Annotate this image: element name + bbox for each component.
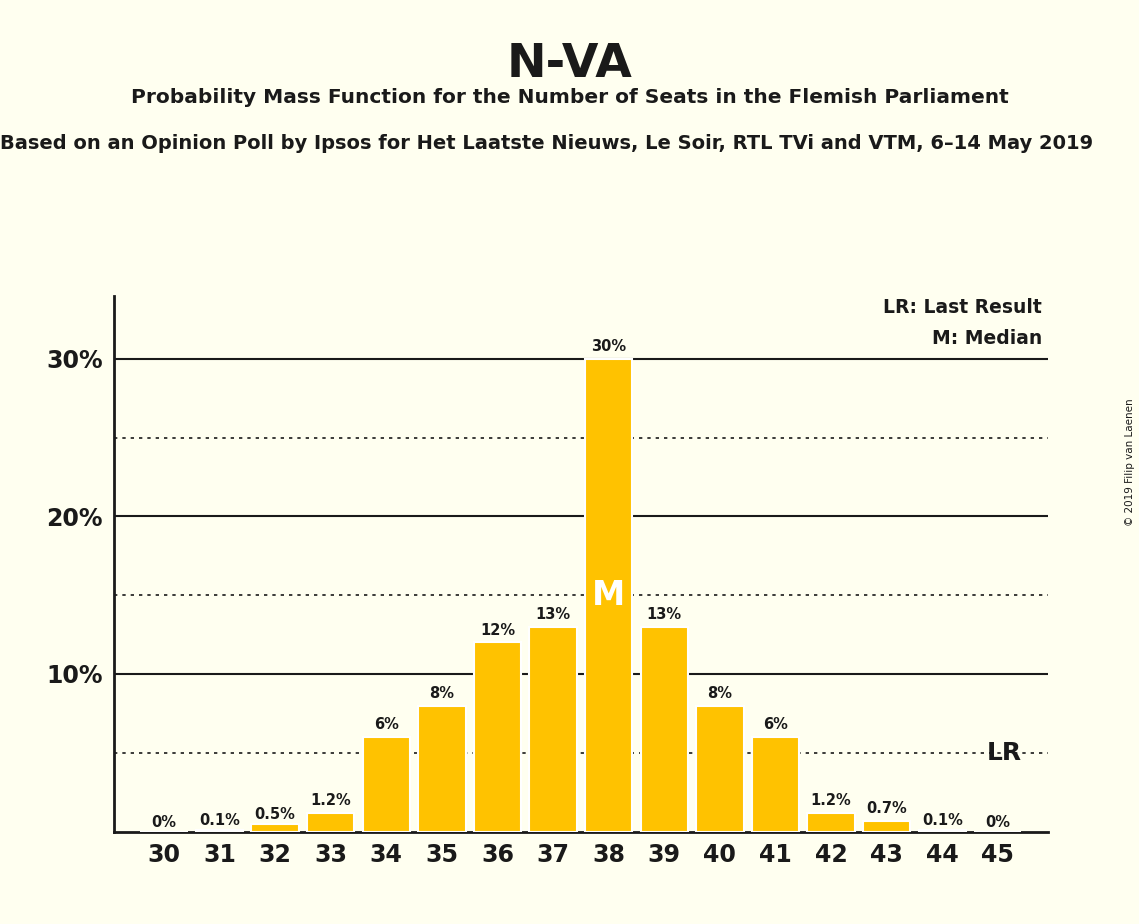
- Text: 1.2%: 1.2%: [310, 793, 351, 808]
- Text: 13%: 13%: [647, 607, 682, 622]
- Text: LR: LR: [986, 741, 1022, 765]
- Text: 0.1%: 0.1%: [921, 813, 962, 829]
- Text: 6%: 6%: [763, 717, 788, 733]
- Text: 0%: 0%: [985, 815, 1010, 830]
- Text: 13%: 13%: [535, 607, 571, 622]
- Text: 30%: 30%: [591, 339, 626, 354]
- Bar: [919, 830, 966, 832]
- Bar: [808, 813, 854, 832]
- Text: N-VA: N-VA: [507, 42, 632, 87]
- Text: Probability Mass Function for the Number of Seats in the Flemish Parliament: Probability Mass Function for the Number…: [131, 88, 1008, 107]
- Bar: [863, 821, 910, 832]
- Bar: [196, 830, 243, 832]
- Text: M: M: [592, 578, 625, 612]
- Text: Based on an Opinion Poll by Ipsos for Het Laatste Nieuws, Le Soir, RTL TVi and V: Based on an Opinion Poll by Ipsos for He…: [0, 134, 1093, 153]
- Text: 1.2%: 1.2%: [811, 793, 852, 808]
- Text: 0%: 0%: [151, 815, 177, 830]
- Bar: [530, 626, 576, 832]
- Text: 0.1%: 0.1%: [199, 813, 240, 829]
- Text: M: Median: M: Median: [932, 329, 1042, 347]
- Bar: [308, 813, 354, 832]
- Bar: [362, 737, 410, 832]
- Bar: [752, 737, 800, 832]
- Text: 0.5%: 0.5%: [255, 808, 295, 822]
- Text: LR: Last Result: LR: Last Result: [884, 298, 1042, 317]
- Bar: [696, 706, 744, 832]
- Bar: [640, 626, 688, 832]
- Text: 8%: 8%: [429, 686, 454, 700]
- Bar: [418, 706, 466, 832]
- Bar: [252, 823, 298, 832]
- Text: 0.7%: 0.7%: [867, 801, 907, 816]
- Text: 6%: 6%: [374, 717, 399, 733]
- Text: 8%: 8%: [707, 686, 732, 700]
- Text: © 2019 Filip van Laenen: © 2019 Filip van Laenen: [1125, 398, 1134, 526]
- Text: 12%: 12%: [480, 623, 515, 638]
- Bar: [585, 359, 632, 832]
- Bar: [474, 642, 522, 832]
